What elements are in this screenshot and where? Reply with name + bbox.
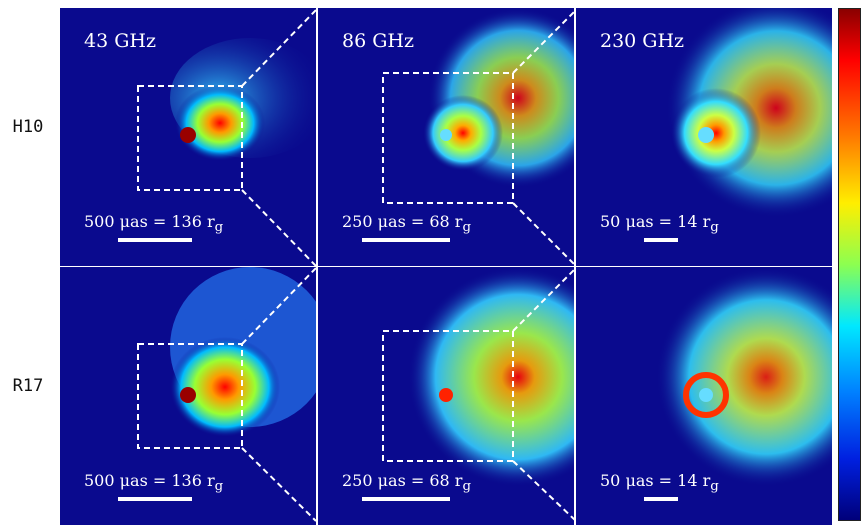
scale-label: 500 μas = 136 rg bbox=[84, 471, 224, 495]
panel-h10-43ghz: 43 GHz 500 μas = 136 rg bbox=[60, 8, 316, 266]
scale-bar bbox=[118, 497, 192, 501]
panel-r17-86ghz: 250 μas = 68 rg bbox=[318, 267, 574, 525]
row-label-r17: R17 bbox=[12, 376, 44, 396]
panel-r17-230ghz: 50 μas = 14 rg bbox=[576, 267, 832, 525]
freq-label: 86 GHz bbox=[342, 30, 414, 52]
image-r17-230ghz bbox=[656, 267, 832, 487]
freq-label: 43 GHz bbox=[84, 30, 156, 52]
panel-h10-230ghz: 230 GHz 50 μas = 14 rg bbox=[576, 8, 832, 266]
scale-bar bbox=[644, 497, 678, 501]
row-label-h10: H10 bbox=[12, 117, 44, 137]
scale-bar bbox=[362, 497, 450, 501]
scale-bar bbox=[644, 238, 678, 242]
panel-r17-43ghz: 500 μas = 136 rg bbox=[60, 267, 316, 525]
freq-label: 230 GHz bbox=[600, 30, 685, 52]
scale-label: 500 μas = 136 rg bbox=[84, 212, 224, 236]
scale-label: 50 μas = 14 rg bbox=[600, 471, 719, 495]
scale-label: 250 μas = 68 rg bbox=[342, 471, 471, 495]
image-h10-230ghz bbox=[666, 8, 832, 218]
scale-label: 250 μas = 68 rg bbox=[342, 212, 471, 236]
panel-h10-86ghz: 86 GHz 250 μas = 68 rg bbox=[318, 8, 574, 266]
colorbar bbox=[838, 8, 861, 521]
scale-bar bbox=[362, 238, 450, 242]
scale-label: 50 μas = 14 rg bbox=[600, 212, 719, 236]
scale-bar bbox=[118, 238, 192, 242]
